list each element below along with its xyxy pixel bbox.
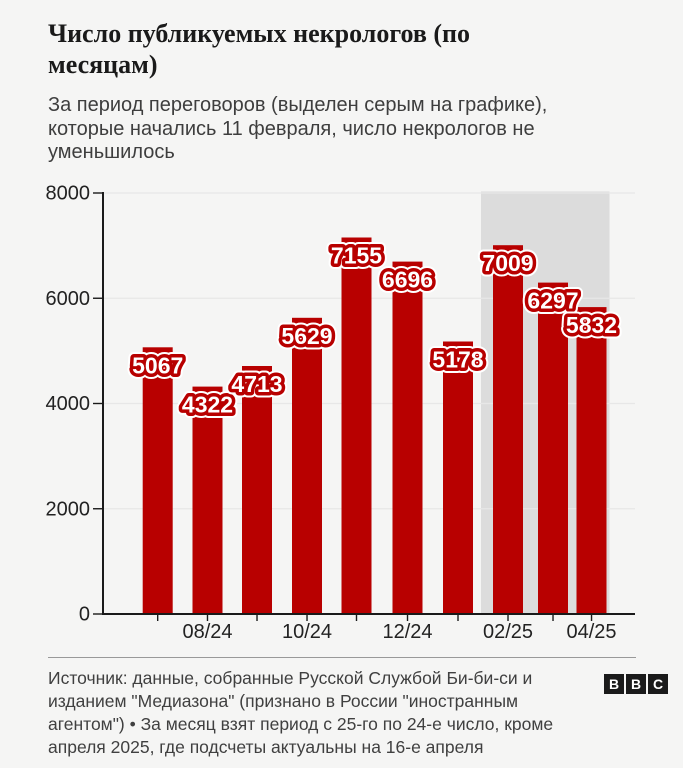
bar — [443, 341, 473, 614]
bbc-logo-letter: B — [626, 673, 646, 694]
bar — [538, 282, 568, 614]
bbc-logo: B B C — [604, 673, 668, 694]
bar-value-label: 5629 — [281, 322, 332, 348]
y-axis-label: 4000 — [46, 393, 91, 415]
bar-value-label: 6297 — [527, 287, 578, 313]
bar-value-label: 5832 — [566, 312, 617, 338]
bar — [242, 365, 272, 614]
bar — [192, 386, 223, 614]
bar-value-halo: 4713 — [231, 371, 282, 397]
bar-value-halo: 5067 — [132, 352, 183, 378]
bar-value-halo: 7009 — [482, 250, 533, 276]
bar — [576, 306, 607, 614]
bar-value-label: 5178 — [432, 346, 483, 372]
bar-value-halo: 6696 — [382, 266, 433, 292]
x-axis-label: 02/25 — [483, 621, 533, 643]
y-axis-label: 8000 — [46, 182, 91, 204]
bar — [493, 244, 523, 614]
y-axis-label: 6000 — [46, 287, 91, 309]
bar-value-halo: 5178 — [432, 346, 483, 372]
bar — [341, 237, 372, 614]
bar-value-label: 6696 — [382, 266, 433, 292]
chart-footer: Источник: данные, собранные Русской Служ… — [0, 656, 683, 759]
x-axis-label: 08/24 — [182, 621, 232, 643]
x-axis-label: 04/25 — [566, 621, 616, 643]
source-note: Источник: данные, собранные Русской Служ… — [48, 667, 554, 757]
y-axis-label: 2000 — [46, 498, 91, 520]
chart-header: Число публикуемых некрологов (по месяцам… — [0, 0, 683, 165]
y-axis-label: 0 — [79, 603, 90, 625]
bar-value-label: 4322 — [182, 391, 233, 417]
x-axis-label: 10/24 — [282, 621, 332, 643]
bbc-logo-letter: C — [648, 673, 668, 694]
bar — [292, 317, 322, 614]
x-axis-label: 12/24 — [382, 621, 432, 643]
chart-title: Число публикуемых некрологов (по месяцам… — [48, 19, 471, 79]
bar-value-label: 4713 — [231, 371, 282, 397]
bbc-logo-letter: B — [604, 673, 624, 694]
bar-chart: 0 2000 4000 6000 8000 08/24 10/24 12/24 02/25 04/… — [46, 182, 635, 643]
bar-value-label: 7155 — [331, 242, 382, 268]
bar-value-halo: 4322 — [182, 391, 233, 417]
bar-value-halo: 5629 — [281, 322, 332, 348]
footer-divider — [48, 656, 636, 658]
chart-subtitle: За период переговоров (выделен серым на … — [48, 94, 548, 163]
bar-value-halo: 7155 — [331, 242, 382, 268]
bar-value-halo: 5832 — [566, 312, 617, 338]
bar-value-label: 7009 — [482, 250, 533, 276]
bar-value-label: 5067 — [132, 352, 183, 378]
bar — [142, 346, 173, 614]
bar-value-halo: 6297 — [527, 287, 578, 313]
bar — [392, 261, 423, 614]
